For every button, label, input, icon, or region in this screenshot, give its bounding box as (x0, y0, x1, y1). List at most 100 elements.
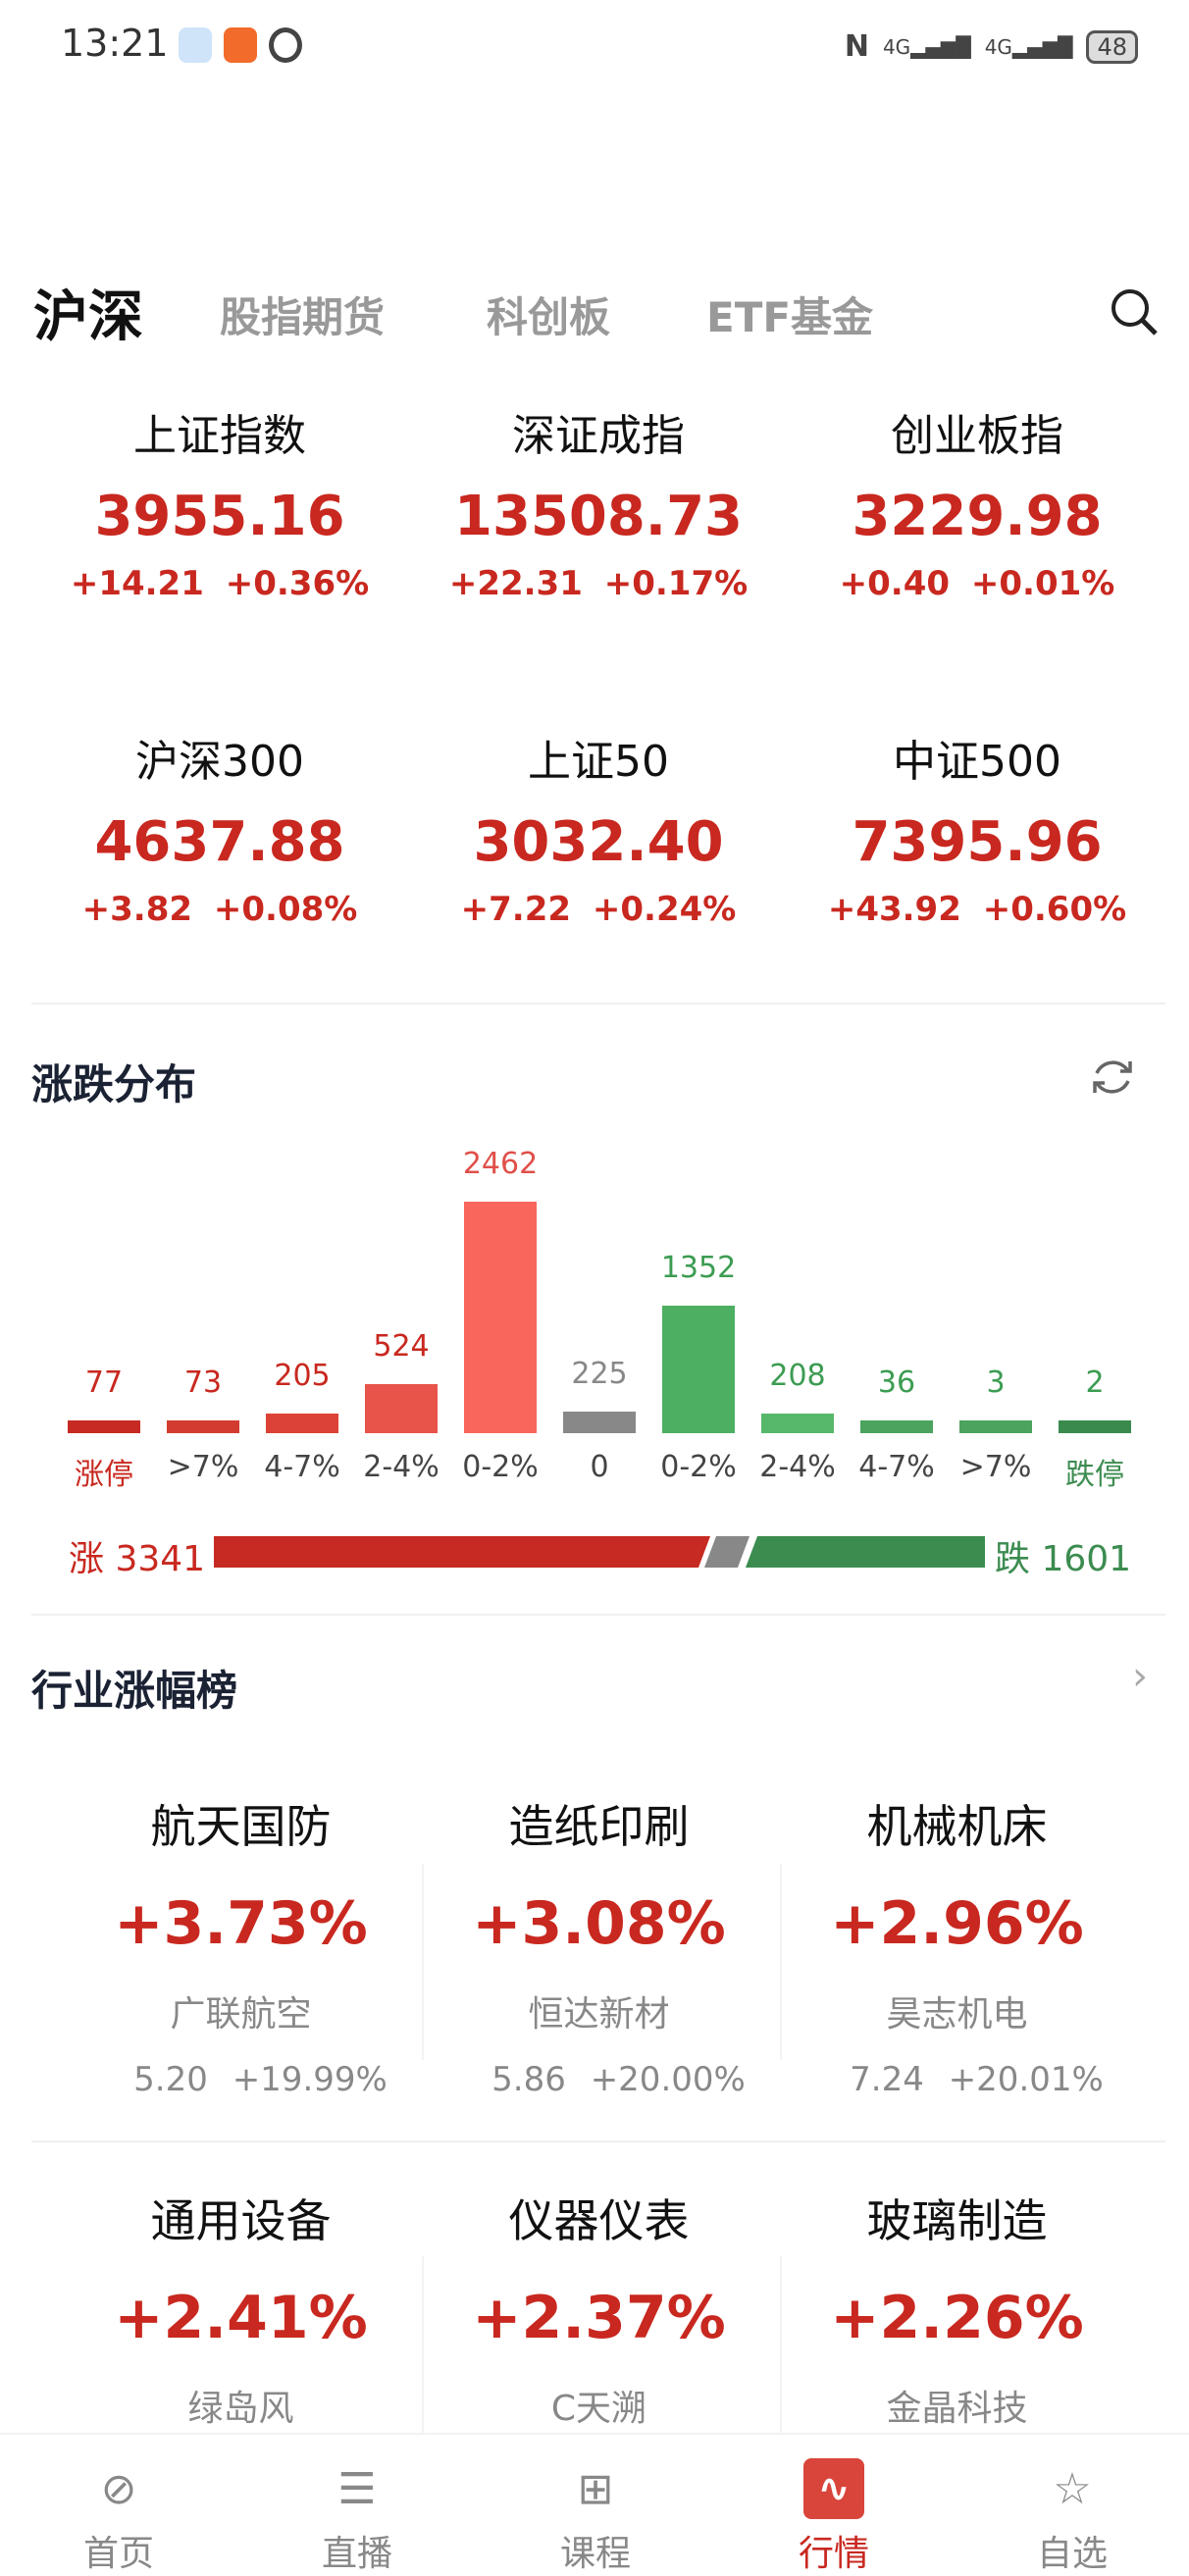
index-name: 深证成指 (512, 411, 685, 461)
tab-star-market[interactable]: 科创板 (487, 293, 611, 341)
industry-card[interactable]: 航天国防 +3.73% 广联航空 5.20 +19.99% (62, 1791, 420, 2099)
down-total: 跌 1601 (995, 1539, 1132, 1579)
nav-item[interactable]: ⊞ 课程 (517, 2458, 674, 2576)
leading-stock-quote: 7.24 +20.01% (850, 2060, 1104, 2099)
index-name: 创业板指 (891, 411, 1063, 461)
industry-title[interactable]: 行业涨幅榜 (31, 1667, 238, 1715)
industry-pct: +2.26% (830, 2284, 1084, 2352)
index-change: +0.40 +0.01% (839, 564, 1115, 603)
status-time: 13:21 (61, 22, 169, 65)
leading-stock: 金晶科技 (886, 2389, 1028, 2429)
distribution-bar (68, 1420, 140, 1433)
leading-stock: 昊志机电 (886, 1994, 1028, 2035)
industry-card[interactable]: 玻璃制造 +2.26% 金晶科技 (778, 2186, 1136, 2431)
leading-stock-quote: 5.86 +20.00% (491, 2060, 746, 2099)
leading-stock: C天溯 (550, 2389, 647, 2429)
notification-icons (179, 27, 302, 63)
bottom-nav: ⊘ 首页 ☰ 直播 ⊞ 课程 ∿ 行情 ☆ 自选 (0, 2433, 1189, 2574)
bar-value-label: 524 (373, 1328, 430, 1364)
industry-card[interactable]: 造纸印刷 +3.08% 恒达新材 5.86 +20.00% (420, 1791, 778, 2099)
bar-category-label: 跌停 (1065, 1458, 1124, 1492)
bar-value-label: 208 (769, 1359, 826, 1394)
leading-stock: 广联航空 (170, 1994, 312, 2035)
chevron-right-icon[interactable]: › (1132, 1654, 1148, 1699)
tab-hushen[interactable]: 沪深 (33, 285, 143, 349)
nav-label: 行情 (798, 2534, 869, 2574)
distribution-bar (563, 1412, 636, 1433)
bar-category-label: 0-2% (462, 1450, 539, 1484)
bar-category-label: >7% (959, 1450, 1032, 1484)
industry-pct: +2.41% (114, 2284, 368, 2352)
chart-icon: ∿ (803, 2458, 864, 2519)
divider (422, 2256, 424, 2452)
nav-item[interactable]: ∿ 行情 (755, 2458, 912, 2576)
distribution-bar (959, 1420, 1032, 1433)
index-value: 13508.73 (453, 485, 744, 548)
industry-name: 造纸印刷 (508, 1800, 690, 1853)
industry-name: 机械机床 (866, 1800, 1048, 1853)
index-name: 上证指数 (133, 411, 306, 461)
index-card[interactable]: 创业板指 3229.98 +0.40 +0.01% (786, 400, 1168, 603)
divider (780, 1864, 782, 2060)
nav-label: 自选 (1036, 2534, 1108, 2574)
index-card[interactable]: 深证成指 13508.73 +22.31 +0.17% (407, 400, 790, 603)
index-value: 3229.98 (852, 485, 1103, 548)
bar-value-label: 205 (274, 1359, 331, 1394)
tab-index-futures[interactable]: 股指期货 (220, 293, 386, 341)
nav-label: 直播 (321, 2534, 392, 2574)
index-value: 3032.40 (473, 810, 724, 874)
nav-item[interactable]: ⊘ 首页 (40, 2458, 197, 2576)
bar-category-label: 4-7% (264, 1450, 340, 1484)
refresh-icon[interactable] (1087, 1052, 1138, 1103)
nav-label: 课程 (559, 2534, 631, 2574)
index-change: +43.92 +0.60% (827, 890, 1127, 929)
distribution-bar (662, 1306, 735, 1433)
bar-category-label: 2-4% (759, 1450, 836, 1484)
index-change: +3.82 +0.08% (81, 890, 358, 929)
nav-label: 首页 (82, 2534, 154, 2574)
nav-item[interactable]: ☰ 直播 (279, 2458, 436, 2576)
bar-value-label: 77 (84, 1365, 124, 1400)
divider (422, 1864, 424, 2060)
down-ratio-segment (746, 1536, 985, 1568)
flat-ratio-segment (704, 1536, 750, 1568)
industry-pct: +2.37% (472, 2284, 726, 2352)
industry-pct: +3.08% (472, 1889, 726, 1958)
nav-item[interactable]: ☆ 自选 (994, 2458, 1151, 2576)
app-notification-icon (224, 27, 257, 63)
industry-name: 航天国防 (150, 1800, 332, 1853)
bar-category-label: 涨停 (75, 1458, 133, 1492)
bar-category-label: 4-7% (858, 1450, 935, 1484)
bar-category-label: 0-2% (660, 1450, 737, 1484)
signal-icon: 4G▂▄▆█ (984, 34, 1073, 59)
distribution-bar (761, 1414, 834, 1433)
distribution-bar (266, 1414, 338, 1433)
bar-value-label: 3 (986, 1365, 1006, 1400)
leading-stock-quote: 5.20 +19.99% (133, 2060, 388, 2099)
index-name: 沪深300 (135, 737, 304, 787)
index-change: +22.31 +0.17% (448, 564, 749, 603)
distribution-bar (365, 1383, 438, 1433)
index-name: 中证500 (893, 737, 1061, 787)
index-card[interactable]: 中证500 7395.96 +43.92 +0.60% (786, 726, 1168, 929)
bar-category-label: 2-4% (363, 1450, 439, 1484)
bar-value-label: 2 (1085, 1365, 1105, 1400)
index-card[interactable]: 上证50 3032.40 +7.22 +0.24% (407, 726, 790, 929)
bar-value-label: 2462 (462, 1147, 539, 1181)
index-card[interactable]: 沪深300 4637.88 +3.82 +0.08% (28, 726, 411, 929)
distribution-bar (464, 1202, 537, 1433)
signal-icon: 4G▂▄▆█ (882, 34, 971, 59)
index-value: 3955.16 (94, 485, 345, 548)
industry-card[interactable]: 机械机床 +2.96% 昊志机电 7.24 +20.01% (778, 1791, 1136, 2099)
industry-name: 通用设备 (150, 2194, 332, 2247)
industry-card[interactable]: 仪器仪表 +2.37% C天溯 (420, 2186, 778, 2431)
distribution-bar (860, 1420, 933, 1433)
index-value: 4637.88 (94, 810, 345, 874)
search-icon[interactable] (1109, 286, 1160, 337)
industry-card[interactable]: 通用设备 +2.41% 绿岛风 (62, 2186, 420, 2431)
tab-etf[interactable]: ETF基金 (706, 293, 874, 341)
bar-value-label: 73 (183, 1365, 223, 1400)
divider (31, 1614, 1165, 1616)
index-card[interactable]: 上证指数 3955.16 +14.21 +0.36% (28, 400, 411, 603)
industry-pct: +3.73% (114, 1889, 368, 1958)
